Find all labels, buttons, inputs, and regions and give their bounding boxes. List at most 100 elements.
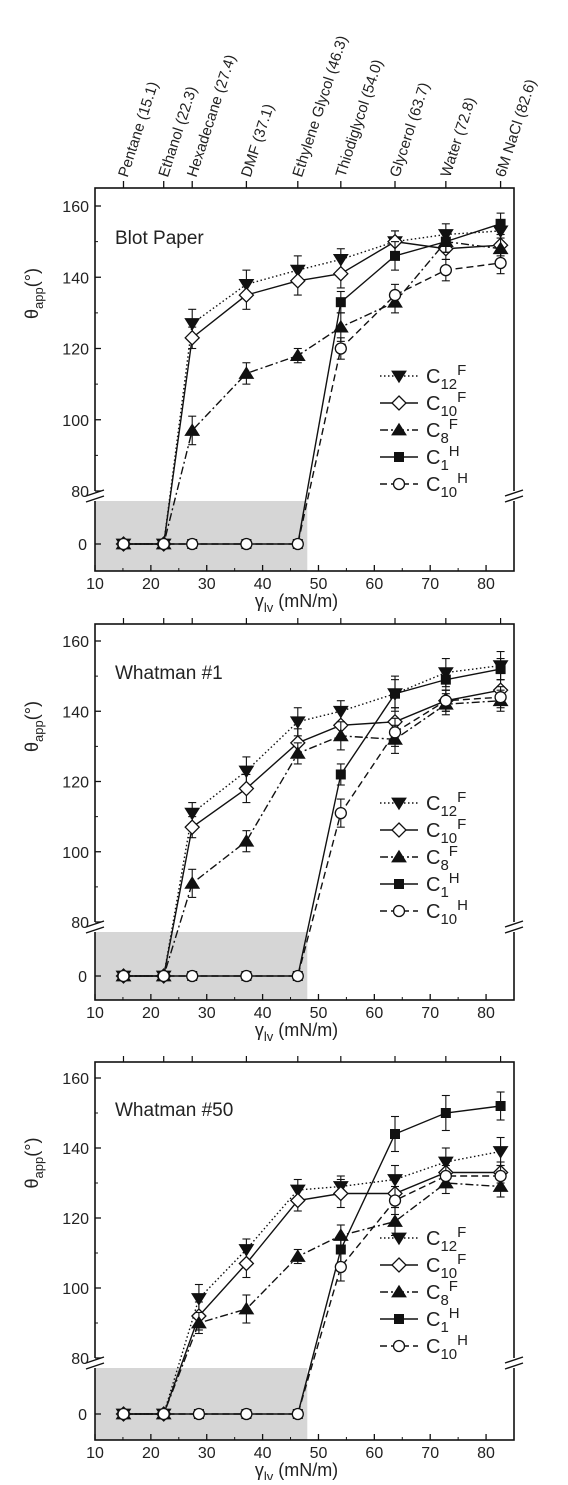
series-line bbox=[123, 1150, 501, 1415]
legend-marker bbox=[391, 395, 407, 411]
plot-frame bbox=[94, 623, 515, 1001]
series-c10h bbox=[117, 1164, 507, 1421]
x-tick-label: 20 bbox=[142, 576, 160, 593]
data-point bbox=[291, 537, 304, 551]
y-axis-label: θapp(°) bbox=[22, 268, 46, 319]
legend-marker bbox=[391, 370, 407, 384]
y-tick-label: 100 bbox=[62, 413, 89, 430]
legend-label: C12F bbox=[426, 789, 466, 820]
y-tick-label: 80 bbox=[71, 915, 89, 932]
axis-break-gap bbox=[87, 491, 103, 501]
liquid-label: 6M NaCl (82.6) bbox=[492, 77, 540, 179]
legend-label: C8F bbox=[426, 1278, 458, 1309]
legend-label: C10H bbox=[426, 897, 468, 928]
chart-panel-2: 10 20 30 40 50 60 70 80 80 100 120 140 160 0 θapp(°) γl… bbox=[22, 618, 524, 1044]
x-tick-label: 40 bbox=[254, 1445, 272, 1462]
data-point bbox=[440, 674, 451, 685]
legend-marker bbox=[391, 1284, 407, 1298]
axis-break-mark bbox=[85, 1362, 105, 1370]
x-tick-label: 70 bbox=[421, 1445, 439, 1462]
x-tick-label: 10 bbox=[86, 1005, 104, 1022]
y-axis-label: θapp(°) bbox=[22, 1138, 46, 1189]
data-point bbox=[494, 691, 507, 704]
x-tick-label: 50 bbox=[310, 1005, 328, 1022]
data-point bbox=[192, 1407, 206, 1421]
data-point bbox=[495, 664, 506, 675]
x-tick-label: 10 bbox=[86, 576, 104, 593]
data-point bbox=[289, 716, 306, 730]
series-line bbox=[123, 664, 501, 977]
data-point bbox=[332, 265, 349, 282]
data-point bbox=[332, 728, 349, 742]
data-point bbox=[117, 969, 130, 983]
legend-marker bbox=[391, 822, 407, 838]
x-tick-label: 30 bbox=[198, 576, 216, 593]
legend-marker bbox=[391, 422, 407, 436]
axis-break-gap bbox=[87, 922, 103, 932]
y-tick-label: 120 bbox=[62, 1211, 89, 1228]
data-point bbox=[157, 537, 170, 551]
data-point bbox=[184, 329, 201, 346]
plot-frame bbox=[94, 1061, 515, 1441]
data-point bbox=[494, 256, 507, 270]
data-point bbox=[440, 1108, 451, 1118]
data-point bbox=[184, 423, 201, 436]
y-tick-label: 100 bbox=[62, 845, 89, 862]
data-point bbox=[439, 263, 452, 277]
chart-panel-1: 10 20 30 40 50 60 70 80 80 100 120 140 160 0 θapp(°) γl… bbox=[22, 187, 524, 615]
series-c10h bbox=[117, 251, 507, 551]
y-tick-label: 120 bbox=[62, 342, 89, 359]
data-point bbox=[191, 1315, 207, 1329]
data-point bbox=[289, 1249, 306, 1262]
legend-marker bbox=[391, 1257, 407, 1273]
axis-break-gap bbox=[506, 1358, 522, 1368]
data-point bbox=[289, 1192, 306, 1209]
data-point bbox=[390, 250, 401, 261]
legend-marker bbox=[394, 879, 404, 889]
data-point bbox=[238, 833, 255, 847]
series-c8f bbox=[115, 1171, 509, 1420]
y-tick-label: 0 bbox=[78, 1407, 87, 1424]
liquid-label: Thiodiglycol (54.0) bbox=[332, 57, 386, 179]
data-point bbox=[184, 876, 201, 889]
liquid-label: DMF (37.1) bbox=[238, 102, 278, 179]
x-tick-label: 40 bbox=[254, 1005, 272, 1022]
data-point bbox=[186, 537, 199, 551]
axis-break-mark bbox=[504, 495, 524, 503]
data-point bbox=[494, 1169, 507, 1183]
axis-break-mark bbox=[504, 1362, 524, 1370]
liquid-label: Glycerol (63.7) bbox=[387, 80, 434, 179]
shaded-region bbox=[95, 501, 308, 571]
data-point bbox=[388, 726, 402, 739]
x-tick-label: 80 bbox=[477, 576, 495, 593]
x-axis-label: γlv (mN/m) bbox=[255, 1020, 338, 1044]
legend-marker bbox=[392, 904, 406, 918]
x-tick-label: 60 bbox=[365, 1445, 383, 1462]
x-tick-label: 20 bbox=[142, 1445, 160, 1462]
legend-marker bbox=[392, 477, 406, 491]
chart-panel-3: 10 20 30 40 50 60 70 80 80 100 120 140 160 0 θapp(°) γl… bbox=[22, 1056, 524, 1484]
y-tick-label: 140 bbox=[62, 704, 89, 721]
legend-label: C12F bbox=[426, 362, 466, 393]
y-tick-label: 120 bbox=[62, 775, 89, 792]
data-point bbox=[157, 1407, 170, 1421]
data-point bbox=[184, 819, 201, 836]
data-point bbox=[238, 1301, 255, 1315]
data-point bbox=[238, 780, 255, 797]
x-tick-label: 80 bbox=[477, 1005, 495, 1022]
axis-break-gap bbox=[87, 1358, 103, 1368]
liquid-label: Water (72.8) bbox=[437, 95, 479, 179]
x-axis-label: γlv (mN/m) bbox=[255, 1460, 338, 1480]
data-point bbox=[332, 319, 349, 333]
y-tick-label: 100 bbox=[62, 1281, 89, 1298]
x-tick-label: 20 bbox=[142, 1005, 160, 1022]
data-point bbox=[387, 1214, 403, 1227]
data-point bbox=[492, 1146, 509, 1159]
axis-break-mark bbox=[504, 1356, 524, 1364]
legend-marker bbox=[394, 452, 404, 462]
x-tick-label: 50 bbox=[310, 1445, 328, 1462]
data-point bbox=[335, 297, 346, 308]
y-tick-label: 0 bbox=[78, 537, 87, 554]
data-point bbox=[117, 537, 130, 551]
